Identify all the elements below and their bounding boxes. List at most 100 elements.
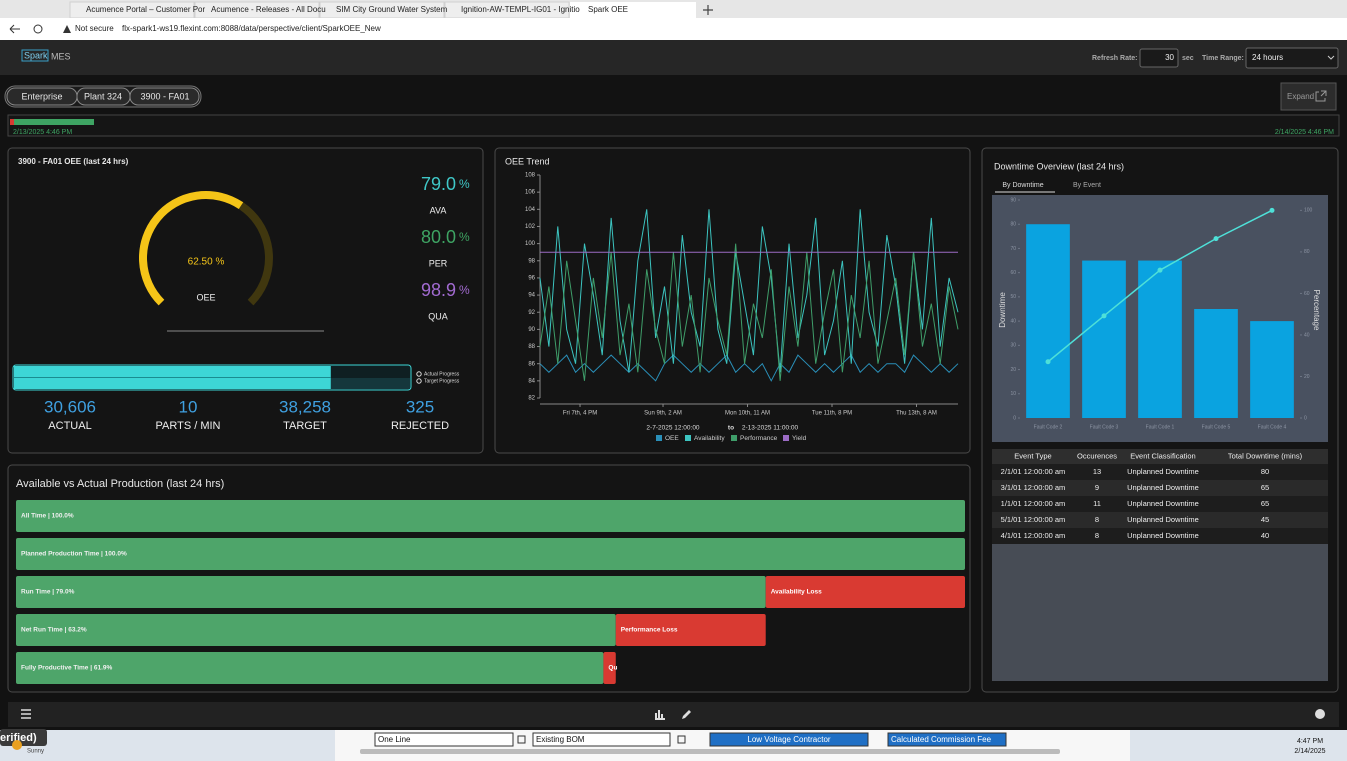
loss-label: Availability Loss [771,589,822,596]
table-row [992,496,1328,512]
time-range-select[interactable] [1245,47,1339,69]
y2-tick-label: 60 [1304,291,1310,297]
metric-value: 80.0 [421,227,456,247]
y-tick-label: 90 [1010,197,1016,203]
reload-button[interactable] [33,24,43,34]
sheet-cell [532,732,671,747]
range-start: 2-7-2025 12:00:00 [646,425,700,432]
bar-label: Fully Productive Time | 61.9% [21,665,113,672]
bar-label: Run Time | 79.0% [21,589,75,596]
table-cell: 2/1/01 12:00:00 am [1001,467,1066,476]
tab-title: SIM City Ground Water System [336,5,448,14]
x-tick-label: Tue 11th, 8 PM [812,411,852,417]
legend-swatch [783,435,789,441]
table-cell: Unplanned Downtime [1127,515,1199,524]
tab-label[interactable]: By Event [1073,182,1101,189]
legend-marker [416,378,422,384]
legend-label: Yield [792,435,807,442]
y2-tick-label: 0 [1304,415,1307,421]
y-tick-label: 84 [528,378,535,384]
cumulative-point [1101,313,1107,319]
weather-icon [12,740,22,750]
legend-label: Performance [740,435,778,442]
y-tick-label: 80 [1010,222,1016,228]
y-axis-title: Downtime [998,292,1007,328]
address-bar [0,18,1347,40]
gauge-value: 62.50 % [188,257,225,268]
y-tick-label: 82 [528,396,535,402]
legend-label: Target Progress [424,378,460,384]
panel-title: Available vs Actual Production (last 24 … [16,478,224,490]
stat-value: 10 [179,397,198,416]
x-tick-label: Mon 10th, 11 AM [725,411,770,417]
metric-unit: % [459,230,470,244]
range-sep: to [728,425,734,432]
table-cell: Unplanned Downtime [1127,531,1199,540]
scrollbar[interactable] [360,749,1060,754]
sheet-cell [374,732,514,747]
clock-date: 2/14/2025 [1294,748,1325,755]
menu-icon[interactable] [21,709,31,719]
panel-title: Downtime Overview (last 24 hrs) [994,161,1124,171]
sheet-text: Existing BOM [536,735,585,744]
table-cell: Unplanned Downtime [1127,467,1199,476]
expand-button[interactable] [1280,82,1337,111]
refresh-label: Refresh Rate: [1092,55,1138,62]
y-tick-label: 0 [1013,415,1016,421]
series-line [539,209,959,373]
sheet-text: One Line [378,735,411,744]
legend-marker [416,371,422,377]
y-tick-label: 90 [528,327,535,333]
breadcrumb[interactable] [129,87,200,106]
y-tick-label: 98 [528,258,535,264]
help-icon[interactable] [1315,709,1325,719]
y2-tick-label: 20 [1304,374,1310,380]
breadcrumb-label: Plant 324 [84,91,122,101]
edit-icon[interactable] [682,710,691,719]
back-button[interactable] [9,24,20,34]
new-tab-button[interactable] [703,5,713,15]
x-tick-label: Fault Code 5 [1202,424,1231,430]
table-header-cell: Total Downtime (mins) [1228,451,1303,460]
table-cell: 65 [1261,499,1269,508]
metric-unit: % [459,283,470,297]
stat-value: 38,258 [279,397,331,416]
table-cell: 65 [1261,483,1269,492]
logo-sub: MES [51,51,71,61]
y-tick-label: 108 [525,173,536,179]
tab-title: Acumence Portal – Customer Por [86,5,205,14]
logo: Spark [24,50,48,60]
x-tick-label: Sun 9th, 2 AM [644,411,682,417]
refresh-input[interactable] [1139,48,1179,68]
y-tick-label: 96 [528,276,535,282]
table-cell: 9 [1095,483,1099,492]
sheet-text: Low Voltage Contractor [747,735,830,744]
weather: Sunny [27,749,44,755]
footer [8,702,1339,727]
table-row [992,464,1328,480]
metric-name: AVA [430,205,447,215]
bar [1026,224,1070,418]
y-tick-label: 86 [528,361,535,367]
sheet-cell [709,732,869,747]
chart-icon[interactable] [655,710,665,720]
trend-panel [494,147,971,454]
production-bar [16,652,604,684]
checkbox[interactable] [517,735,526,744]
y2-tick-label: 100 [1304,208,1313,214]
y2-axis-title: Percentage [1312,290,1321,331]
checkbox[interactable] [677,735,686,744]
tab-active[interactable] [570,2,696,18]
url[interactable]: flx-spark1-ws19.flexint.com:8088/data/pe… [122,24,381,33]
table-header-cell: Event Type [1014,451,1051,460]
stat-name: ACTUAL [48,420,91,432]
table-cell: 8 [1095,531,1099,540]
tab-label[interactable]: By Downtime [1002,182,1043,189]
metric-name: PER [429,258,448,268]
table-cell: 11 [1093,499,1101,508]
series-line [539,243,959,381]
y-tick-label: 20 [1010,367,1016,373]
table-cell: 80 [1261,467,1269,476]
tab-title: Spark OEE [588,5,628,14]
